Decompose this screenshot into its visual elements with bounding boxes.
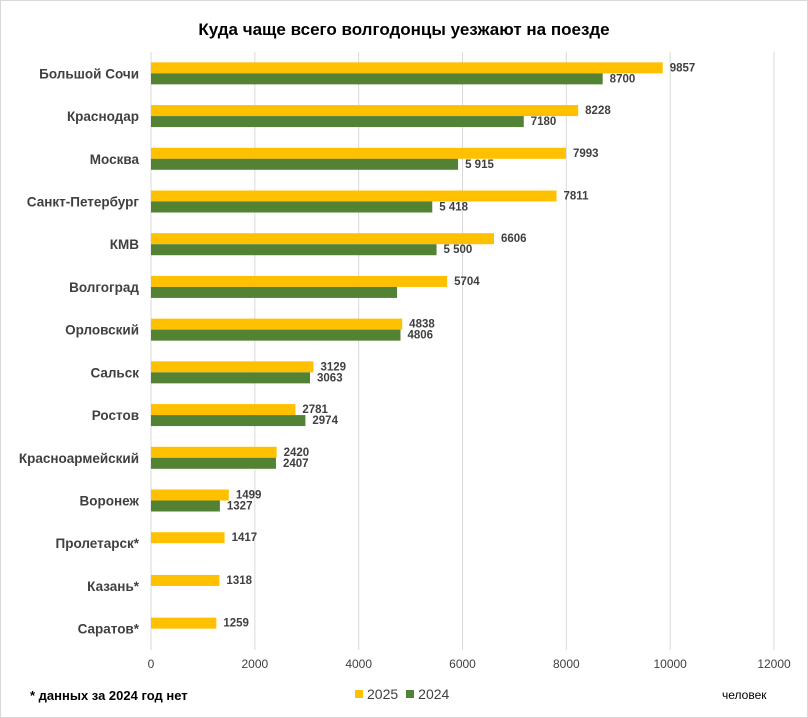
bar-2024 xyxy=(151,372,311,384)
bar-2025 xyxy=(151,233,494,245)
x-tick-label: 12000 xyxy=(757,657,791,671)
legend-swatch-2025 xyxy=(355,690,363,698)
value-label-2025: 8228 xyxy=(585,105,611,117)
legend-label-2025: 2025 xyxy=(367,686,399,702)
bar-2025 xyxy=(151,404,296,416)
bar-2025 xyxy=(151,617,217,629)
value-label-2024: 5 915 xyxy=(465,159,494,171)
x-tick-label: 0 xyxy=(148,657,155,671)
value-label-2025: 2781 xyxy=(302,404,328,416)
value-label-2025: 1417 xyxy=(232,532,258,544)
category-label: Ростов xyxy=(92,408,139,423)
category-label: КМВ xyxy=(110,237,139,252)
value-label-2024: 2974 xyxy=(312,415,338,427)
value-label-2024: 8700 xyxy=(610,73,636,85)
bar-2024 xyxy=(151,329,401,341)
value-label-2025: 9857 xyxy=(670,62,696,74)
value-label-2024: 2407 xyxy=(283,458,309,470)
gridlines xyxy=(150,52,775,650)
bar-2025 xyxy=(151,489,229,501)
category-label: Большой Сочи xyxy=(39,66,139,81)
bar-2025 xyxy=(151,446,277,458)
bar-2025 xyxy=(151,147,566,159)
x-tick-label: 10000 xyxy=(653,657,687,671)
category-label: Краснодар xyxy=(67,109,139,124)
bar-2024 xyxy=(151,244,437,256)
legend: 2025 2024 xyxy=(355,686,449,702)
bar-2025 xyxy=(151,361,314,373)
bar-2025 xyxy=(151,62,663,74)
value-label-2024: 7180 xyxy=(531,116,557,128)
category-label: Орловский xyxy=(65,323,139,338)
legend-swatch-2024 xyxy=(406,690,415,698)
legend-label-2024: 2024 xyxy=(418,686,450,702)
bar-2024 xyxy=(151,158,459,170)
bar-2025 xyxy=(151,574,220,586)
category-label: Сальск xyxy=(90,365,139,380)
bar-2025 xyxy=(151,532,225,544)
x-axis-unit-label: человек xyxy=(722,688,767,702)
value-label-2025: 7993 xyxy=(573,148,599,160)
value-label-2024: 4806 xyxy=(408,330,434,342)
category-label: Пролетарск* xyxy=(56,536,140,551)
x-tick-label: 4000 xyxy=(345,657,372,671)
value-label-2025: 2420 xyxy=(284,447,310,459)
value-label-2025: 1318 xyxy=(226,575,252,587)
x-axis-ticks: 0 2000 4000 6000 8000 10000 12000 xyxy=(148,657,791,671)
bar-2024 xyxy=(151,415,306,427)
footnote: * данных за 2024 год нет xyxy=(30,688,188,703)
category-labels: Большой Сочи Краснодар Москва Санкт-Петербу… xyxy=(19,66,140,636)
bar-2025 xyxy=(151,105,579,117)
category-label: Красноармейский xyxy=(19,451,139,466)
value-labels: 9857 8700 8228 7180 7993 5 915 7811 5 418 6606 5 … xyxy=(223,62,695,629)
category-label: Казань* xyxy=(87,579,140,594)
value-label-2025: 3129 xyxy=(320,361,346,373)
category-label: Москва xyxy=(90,152,140,167)
value-label-2025: 1259 xyxy=(223,618,249,630)
category-label: Санкт-Петербург xyxy=(27,195,140,210)
legend-item-2025[interactable]: 2025 xyxy=(355,686,398,702)
value-label-2024: 1327 xyxy=(227,501,253,513)
value-label-2025: 4838 xyxy=(409,319,435,331)
value-label-2024: 5 500 xyxy=(444,244,473,256)
value-label-2025: 7811 xyxy=(564,191,590,203)
chart-title: Куда чаще всего волгодонцы уезжают на по… xyxy=(198,20,610,39)
bar-2024 xyxy=(151,116,524,128)
bar-2025 xyxy=(151,275,448,287)
category-label: Волгоград xyxy=(69,280,139,295)
value-label-2024: 3063 xyxy=(317,372,343,384)
value-label-2025: 5704 xyxy=(454,276,480,288)
category-label: Саратов* xyxy=(78,622,140,637)
legend-item-2024[interactable]: 2024 xyxy=(406,686,449,702)
bar-2025 xyxy=(151,190,557,202)
bar-2024 xyxy=(151,286,398,298)
bar-2024 xyxy=(151,201,433,213)
x-tick-label: 8000 xyxy=(553,657,580,671)
x-tick-label: 6000 xyxy=(449,657,476,671)
value-label-2025: 6606 xyxy=(501,233,527,245)
x-tick-label: 2000 xyxy=(241,657,268,671)
bar-2024 xyxy=(151,73,603,85)
value-label-2025: 1499 xyxy=(236,490,262,502)
category-label: Воронеж xyxy=(79,494,139,509)
value-label-2024: 5 418 xyxy=(439,202,468,214)
bar-2025 xyxy=(151,318,403,330)
bar-2024 xyxy=(151,457,276,469)
bars xyxy=(151,62,663,629)
bar-2024 xyxy=(151,500,220,512)
